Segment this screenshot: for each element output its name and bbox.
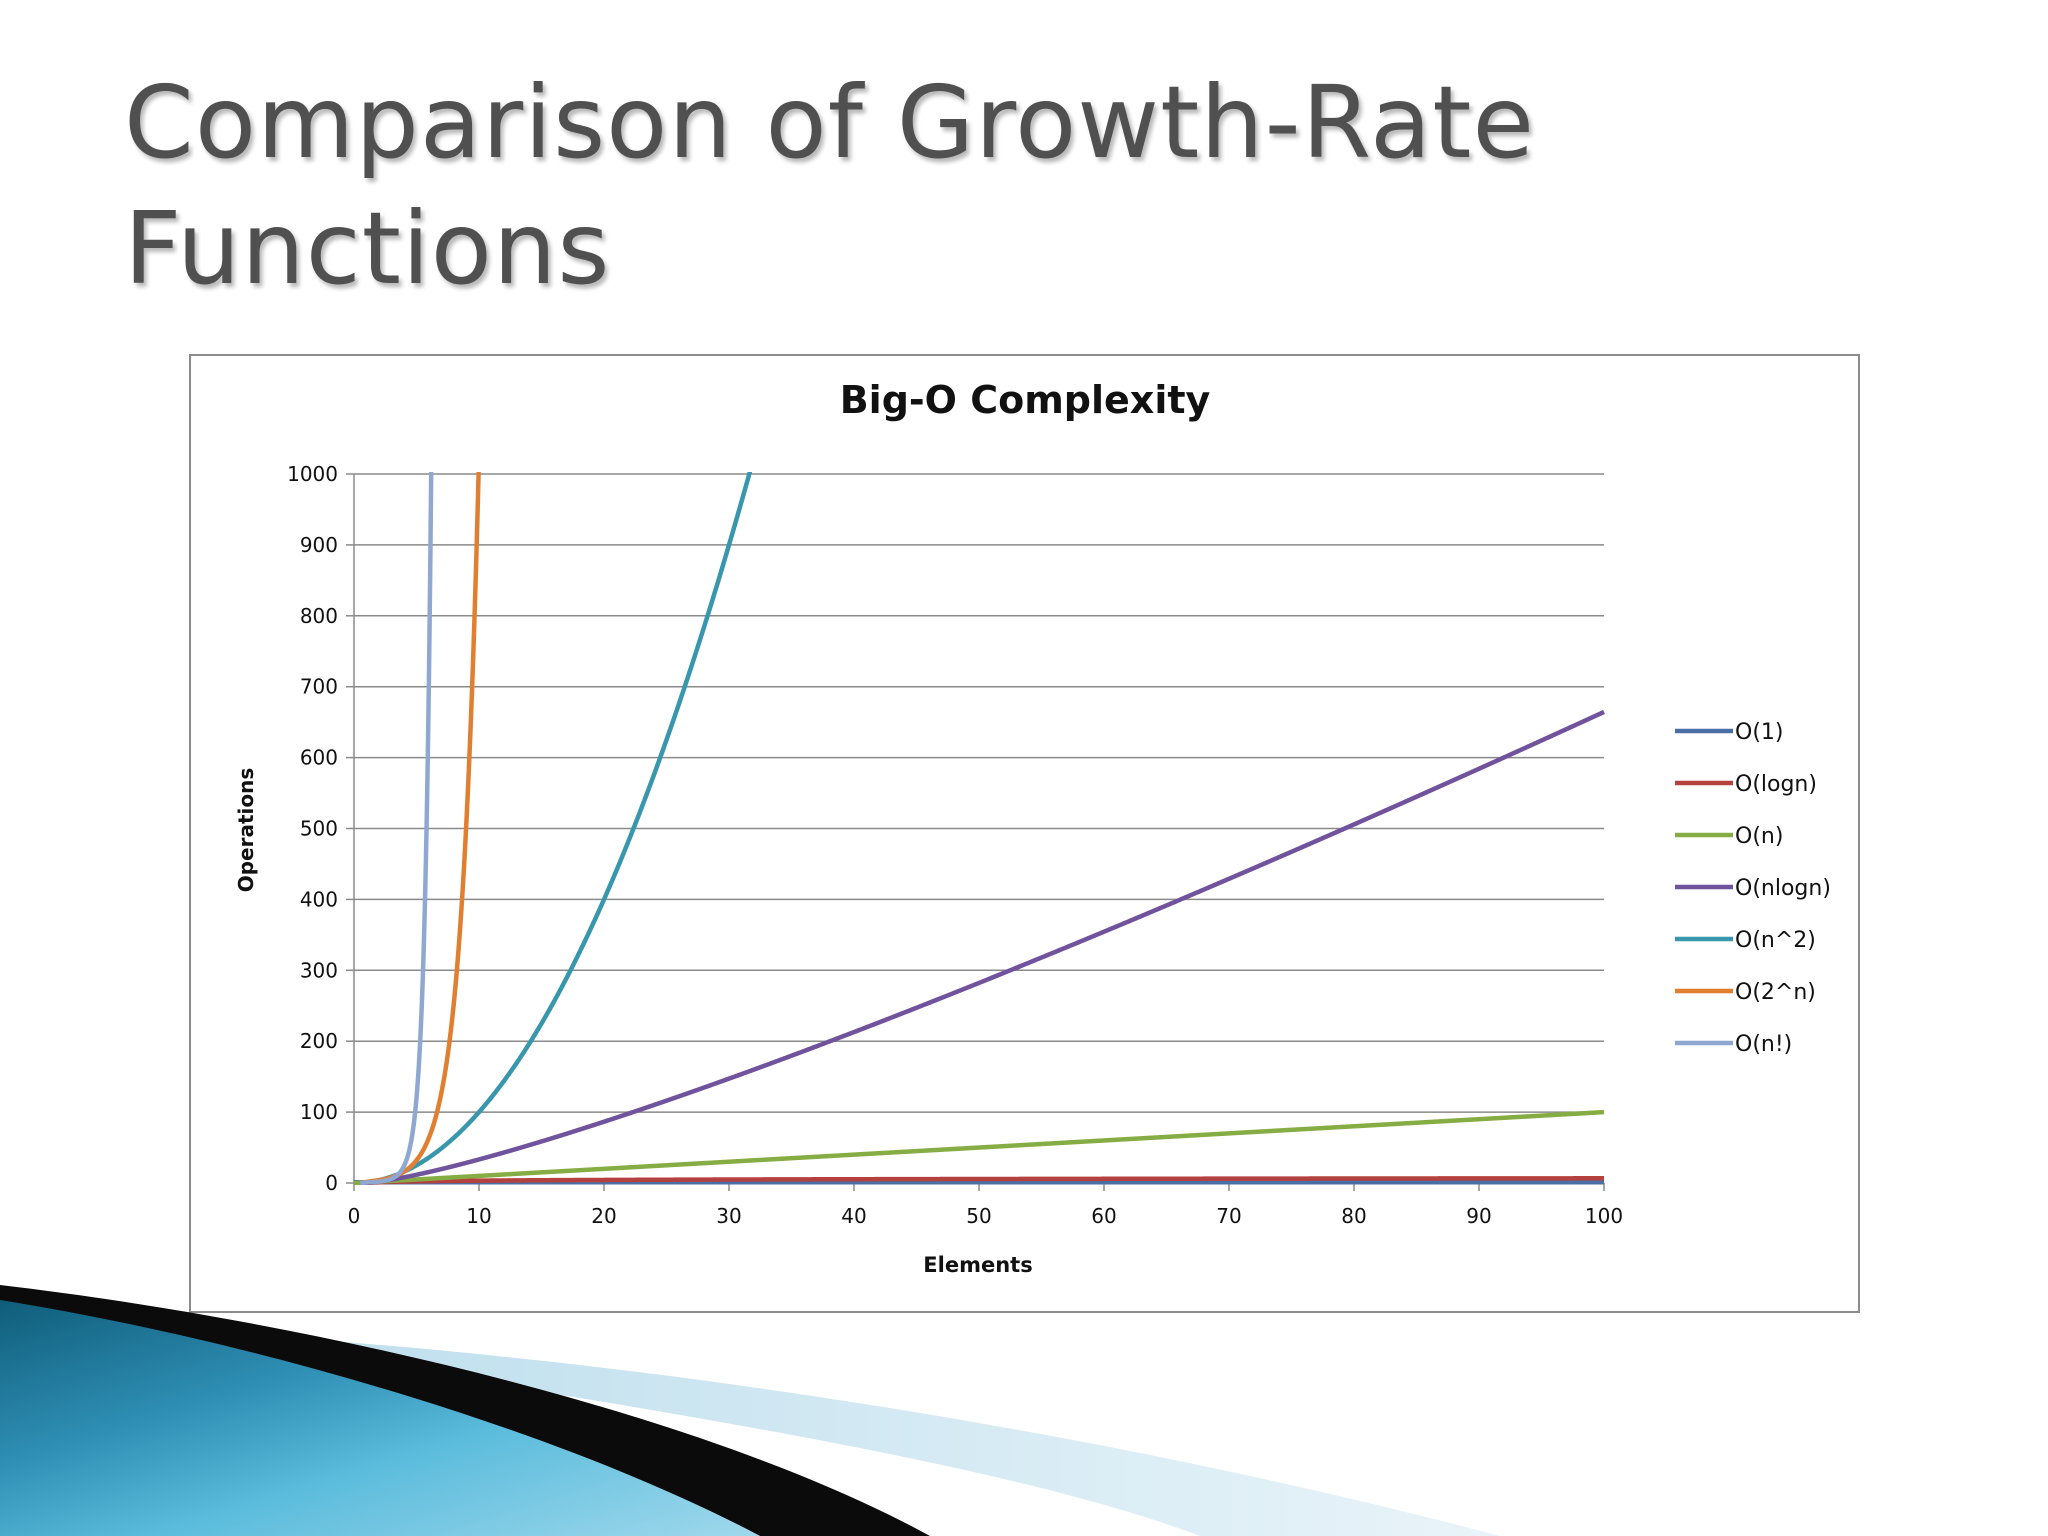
x-tick-label-90: 90 [1466, 1204, 1491, 1228]
y-tick-label-900: 900 [300, 533, 338, 557]
x-tick-label-50: 50 [966, 1204, 991, 1228]
legend-label-6: O(n!) [1735, 1032, 1792, 1057]
swoosh-blue-band [0, 1300, 760, 1536]
x-tick-label-20: 20 [591, 1204, 616, 1228]
chart-frame: Big-O Complexity Operations Elements 0 10… [189, 354, 1860, 1313]
legend: O(1) O(logn) O(n) O(nlogn) O(n^2) O(2^n) O(n!) [1675, 720, 1831, 1057]
x-tick-label-60: 60 [1091, 1204, 1116, 1228]
y-tick-label-300: 300 [300, 958, 338, 982]
x-tick-label-80: 80 [1341, 1204, 1366, 1228]
tick-label-layer: 0 100 200 300 400 500 600 700 800 900 1000 0 10 20 30 4… [287, 462, 1623, 1228]
y-tick-label-200: 200 [300, 1029, 338, 1053]
legend-label-1: O(logn) [1735, 772, 1817, 797]
legend-label-2: O(n) [1735, 824, 1783, 849]
series-clip-group [354, 472, 1606, 1185]
series-layer [354, 472, 1606, 1185]
slide-title-line-2: Functions [124, 190, 611, 307]
series-line-6 [360, 472, 434, 1185]
slide-title-line-1: Comparison of Growth-Rate [124, 64, 1536, 181]
y-tick-label-400: 400 [300, 887, 338, 911]
decorative-swoosh [0, 1285, 1500, 1536]
x-tick-label-70: 70 [1216, 1204, 1241, 1228]
y-tick-label-800: 800 [300, 604, 338, 628]
y-tick-label-600: 600 [300, 746, 338, 770]
chart-svg: Big-O Complexity Operations Elements 0 10… [234, 378, 1831, 1277]
y-tick-label-500: 500 [300, 817, 338, 841]
grid-layer [354, 473, 1604, 1113]
x-tick-label-10: 10 [466, 1204, 491, 1228]
series-line-4 [359, 472, 753, 1185]
x-axis-label: Elements [923, 1253, 1032, 1277]
series-line-2 [354, 1109, 1606, 1185]
y-axis-label: Operations [234, 768, 258, 893]
x-tick-label-100: 100 [1585, 1204, 1623, 1228]
y-tick-label-1000: 1000 [287, 462, 338, 486]
series-line-1 [364, 1176, 1606, 1185]
x-tick-label-40: 40 [841, 1204, 866, 1228]
x-tick-label-30: 30 [716, 1204, 741, 1228]
x-tick-label-0: 0 [348, 1204, 361, 1228]
axis-layer [346, 473, 1605, 1191]
chart-title: Big-O Complexity [840, 378, 1211, 422]
legend-label-5: O(2^n) [1735, 980, 1816, 1005]
slide-title: Comparison of Growth-Rate Functions [124, 60, 1824, 312]
y-tick-label-0: 0 [325, 1171, 338, 1195]
series-line-3 [360, 709, 1606, 1185]
legend-label-0: O(1) [1735, 720, 1783, 745]
legend-label-4: O(n^2) [1735, 928, 1816, 953]
y-tick-label-100: 100 [300, 1100, 338, 1124]
y-tick-label-700: 700 [300, 675, 338, 699]
legend-label-3: O(nlogn) [1735, 876, 1831, 901]
